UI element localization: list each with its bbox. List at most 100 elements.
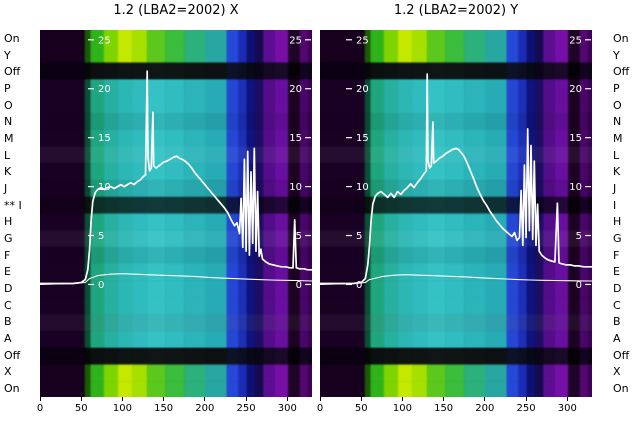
series-power-X (40, 70, 312, 285)
row-label: B (613, 315, 621, 329)
row-label: L (613, 148, 620, 162)
series-baseline-X (40, 273, 312, 286)
x-tick-label: 100 (112, 403, 132, 414)
x-tick-mark (484, 397, 486, 401)
y-tick-label: 10 (356, 182, 369, 193)
row-label: Off (613, 65, 630, 79)
x-tick-mark (525, 397, 527, 401)
y-tick-label: 5 (296, 231, 302, 242)
row-label: I (613, 198, 617, 212)
x-tick-label: 0 (36, 403, 44, 414)
row-label: On (4, 31, 20, 45)
row-label: K (613, 165, 621, 179)
row-labels-left: On Y Off P O N M L K J ** I H G F E D C B A Off X On (4, 30, 38, 397)
row-label: N (4, 115, 13, 129)
y-tick-label: 20 (289, 84, 302, 95)
y-tick-label: 10 (569, 182, 582, 193)
row-label: L (4, 148, 11, 162)
y-tick-label: 25 (356, 35, 369, 46)
y-tick-label: 5 (576, 231, 582, 242)
x-tick-mark (121, 397, 123, 401)
y-tick-label: 25 (569, 35, 582, 46)
row-label: J (613, 181, 617, 195)
x-tick-mark (286, 397, 288, 401)
row-label: X (4, 365, 12, 379)
x-axis-x: 0 50 100 150 200 250 300 (36, 397, 312, 421)
row-label: Y (4, 48, 11, 62)
row-label: Off (4, 348, 21, 362)
x-tick-label: 250 (236, 403, 256, 414)
x-tick-mark (163, 397, 165, 401)
y-tick-label: 5 (98, 231, 104, 242)
plot-title-x: 1.2 (LBA2=2002) X (113, 3, 239, 18)
x-tick-mark (39, 397, 41, 401)
x-tick-mark (204, 397, 206, 401)
row-labels-right: On Y Off P O N M L K J I H G F E D C B A Off X On (613, 30, 639, 397)
row-label: D (4, 282, 13, 296)
row-label: H (4, 215, 13, 229)
x-tick-label: 50 (74, 403, 88, 414)
y-tick-label: 20 (98, 84, 111, 95)
y-tick-label: 0 (98, 280, 104, 291)
x-tick-label: 100 (392, 403, 412, 414)
row-label: F (4, 248, 11, 262)
x-tick-mark (80, 397, 82, 401)
row-label: O (4, 98, 13, 112)
row-label: F (613, 248, 620, 262)
y-tick-label: 20 (569, 84, 582, 95)
row-label: M (613, 131, 623, 145)
y-tick-label: 0 (576, 280, 582, 291)
row-label: On (4, 382, 20, 396)
row-label: P (613, 81, 620, 95)
row-label: H (613, 215, 622, 229)
y-tick-label: 5 (356, 231, 362, 242)
x-tick-label: 200 (475, 403, 495, 414)
row-label: N (613, 115, 622, 129)
row-label: Off (4, 65, 21, 79)
y-tick-label: 15 (569, 133, 582, 144)
x-tick-label: 300 (277, 403, 297, 414)
row-label: E (613, 265, 620, 279)
plot-title-y: 1.2 (LBA2=2002) Y (393, 3, 519, 18)
y-tick-label: 25 (98, 35, 111, 46)
y-tick-label: 25 (289, 35, 302, 46)
row-label: On (613, 31, 629, 45)
row-label: E (4, 265, 11, 279)
row-label: O (613, 98, 622, 112)
series-baseline-Y (320, 274, 592, 286)
row-label: Off (613, 348, 630, 362)
x-tick-mark (443, 397, 445, 401)
row-label: J (4, 181, 8, 195)
row-label: P (4, 81, 11, 95)
y-tick-label: 15 (356, 133, 369, 144)
x-tick-mark (360, 397, 362, 401)
x-tick-label: 50 (354, 403, 368, 414)
x-tick-label: 150 (434, 403, 454, 414)
x-axis-y: 0 50 100 150 200 250 300 (316, 397, 592, 421)
row-label: K (4, 165, 12, 179)
row-label: C (613, 298, 621, 312)
y-tick-label: 20 (356, 84, 369, 95)
plot-x: 0 0 5 5 10 10 15 15 20 20 25 25 (40, 30, 312, 397)
x-tick-label: 150 (154, 403, 174, 414)
curve-overlay-y: 0 0 5 5 10 10 15 15 20 20 25 25 (320, 35, 592, 291)
row-label: A (4, 332, 12, 346)
x-tick-mark (245, 397, 247, 401)
y-tick-label: 10 (98, 182, 111, 193)
row-label: ** I (4, 198, 22, 212)
x-tick-mark (401, 397, 403, 401)
y-tick-label: 10 (289, 182, 302, 193)
x-tick-label: 200 (195, 403, 215, 414)
row-label: D (613, 282, 622, 296)
x-tick-mark (566, 397, 568, 401)
series-power-Y (320, 73, 592, 285)
x-tick-label: 0 (316, 403, 324, 414)
row-label: B (4, 315, 12, 329)
y-tick-label: 15 (289, 133, 302, 144)
row-label: G (4, 232, 13, 246)
heatmap-canvas-y (320, 30, 592, 397)
x-tick-label: 300 (557, 403, 577, 414)
x-tick-mark (319, 397, 321, 401)
y-tick-label: 0 (296, 280, 302, 291)
